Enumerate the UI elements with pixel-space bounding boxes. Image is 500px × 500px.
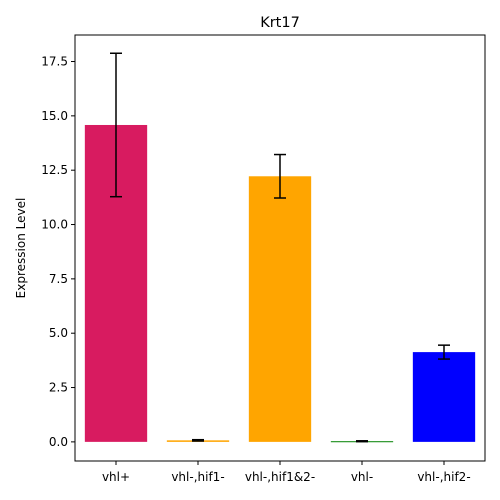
x-tick-label: vhl-,hif2- [417, 470, 470, 484]
x-tick-label: vhl-,hif1&2- [245, 470, 315, 484]
y-tick-label: 17.5 [41, 55, 68, 69]
bar [248, 176, 312, 442]
y-tick-label: 5.0 [49, 326, 68, 340]
y-tick-label: 0.0 [49, 435, 68, 449]
plot-area: 0.0 2.5 5.0 7.5 10.0 12.5 15.0 17.5 vhl+ vhl-,hif… [41, 52, 476, 484]
x-tick-label: vhl- [351, 470, 373, 484]
x-tick-label: vhl+ [102, 470, 130, 484]
y-tick-label: 7.5 [49, 272, 68, 286]
chart-title: Krt17 [260, 15, 300, 31]
y-tick-label: 10.0 [41, 218, 68, 232]
bar [412, 352, 476, 442]
plot-frame [74, 34, 486, 462]
y-tick-label: 12.5 [41, 163, 68, 177]
y-tick-label: 15.0 [41, 109, 68, 123]
y-axis-title: Expression Level [14, 198, 28, 299]
y-tick-label: 2.5 [49, 381, 68, 395]
x-tick-label: vhl-,hif1- [171, 470, 224, 484]
